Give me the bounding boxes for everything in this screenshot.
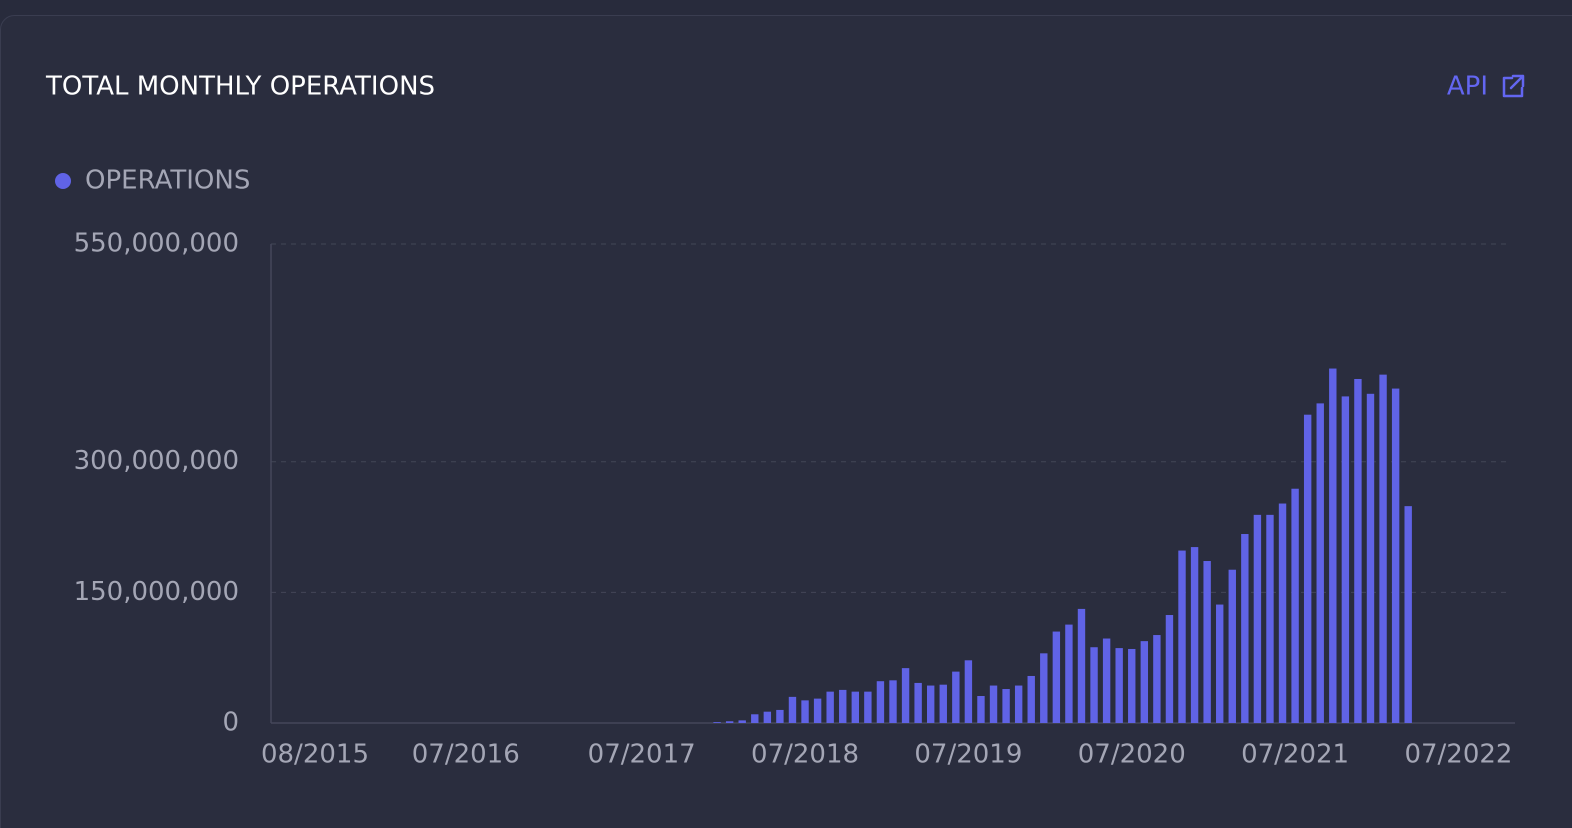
bar	[851, 691, 860, 723]
bar	[1404, 506, 1412, 723]
y-tick-label: 150,000,000	[74, 577, 239, 607]
bar	[1266, 514, 1274, 723]
bar	[1329, 368, 1337, 723]
bar	[1115, 648, 1123, 723]
x-tick-label: 07/2022	[1404, 740, 1512, 770]
bar	[1391, 388, 1400, 723]
bar	[939, 684, 947, 723]
bar	[1341, 396, 1350, 723]
x-tick-label: 07/2016	[412, 740, 520, 770]
bar	[1040, 653, 1048, 723]
x-tick-label: 07/2020	[1078, 740, 1186, 770]
bar	[826, 691, 834, 723]
api-link-label[interactable]: API	[1447, 72, 1488, 102]
bar	[1140, 641, 1149, 723]
bar	[876, 681, 885, 723]
bar	[1052, 631, 1061, 723]
bar	[1278, 503, 1287, 723]
bar	[1153, 635, 1161, 723]
bar	[1354, 378, 1362, 723]
bar	[839, 689, 847, 723]
x-tick-label: 08/2015	[261, 740, 369, 770]
api-link[interactable]: API	[1447, 72, 1525, 102]
bar	[763, 711, 772, 723]
legend-label: OPERATIONS	[85, 166, 250, 196]
bar	[1027, 675, 1035, 723]
bar	[1303, 414, 1312, 723]
bar	[1241, 534, 1249, 723]
bar	[713, 722, 721, 723]
bar	[1090, 647, 1098, 723]
bar	[952, 671, 960, 723]
bar	[1002, 689, 1010, 723]
bar	[964, 660, 973, 723]
bar	[1379, 374, 1387, 723]
bar	[738, 720, 746, 723]
bar	[801, 700, 809, 723]
bar	[1228, 569, 1236, 723]
bar	[1014, 685, 1023, 723]
bar	[1216, 604, 1224, 723]
bar	[1178, 550, 1186, 723]
bar	[1065, 624, 1073, 723]
bar	[1291, 488, 1299, 723]
bar	[1316, 403, 1324, 723]
y-tick-label: 300,000,000	[74, 446, 239, 476]
bar	[989, 685, 998, 723]
chart-title: TOTAL MONTHLY OPERATIONS	[45, 72, 435, 102]
bar	[813, 698, 822, 723]
bar	[926, 685, 935, 723]
x-tick-label: 07/2021	[1241, 740, 1349, 770]
legend-marker	[55, 173, 71, 189]
bar	[1128, 648, 1136, 723]
bar	[1102, 638, 1111, 723]
external-link-icon[interactable]	[1502, 74, 1525, 98]
bar	[776, 709, 784, 723]
bar	[1165, 615, 1174, 723]
bar	[864, 691, 872, 723]
bar	[1203, 561, 1211, 723]
x-tick-label: 07/2017	[588, 740, 696, 770]
bar	[914, 682, 922, 723]
bar	[977, 696, 985, 723]
bar	[1077, 608, 1086, 723]
bar	[1190, 547, 1199, 723]
bar	[725, 721, 734, 723]
bar	[901, 668, 910, 723]
x-tick-label: 07/2018	[751, 740, 859, 770]
bar	[751, 714, 759, 723]
x-tick-label: 07/2019	[914, 740, 1022, 770]
y-tick-label: 550,000,000	[74, 229, 239, 259]
bar	[1366, 393, 1375, 723]
y-tick-label: 0	[222, 708, 239, 738]
bar	[1253, 514, 1262, 723]
bar	[889, 680, 897, 723]
bar	[788, 696, 797, 723]
